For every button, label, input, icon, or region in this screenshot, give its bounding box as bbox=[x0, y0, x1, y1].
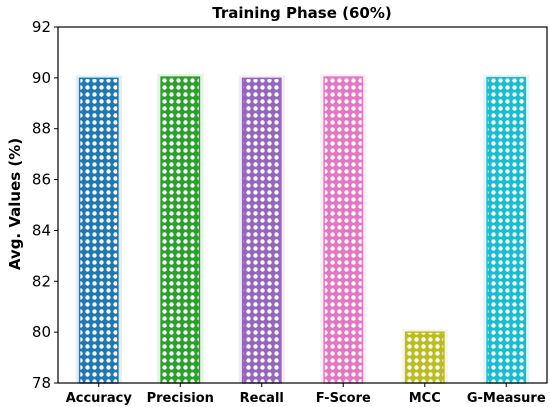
bar-f-score bbox=[323, 76, 364, 384]
bar-g-measure bbox=[486, 76, 527, 384]
bar-recall bbox=[241, 77, 282, 384]
x-tick-label-f-score: F-Score bbox=[316, 391, 371, 406]
y-tick-label: 80 bbox=[32, 323, 51, 341]
y-tick-label: 86 bbox=[32, 171, 51, 189]
x-axis-ticks: Accuracy Precision Recall F-Score MCC G-Measu… bbox=[66, 383, 546, 406]
y-tick-label: 78 bbox=[32, 374, 51, 392]
bar-mcc bbox=[404, 331, 445, 384]
x-tick-label-precision: Precision bbox=[147, 391, 214, 406]
bars-group bbox=[75, 74, 530, 384]
y-tick-label: 90 bbox=[32, 69, 51, 87]
x-tick-label-accuracy: Accuracy bbox=[66, 391, 133, 406]
y-tick-label: 84 bbox=[32, 221, 51, 239]
x-tick-label-g-measure: G-Measure bbox=[467, 391, 546, 406]
bar-precision bbox=[160, 76, 201, 384]
y-tick-label: 82 bbox=[32, 272, 51, 290]
plot-frame bbox=[57, 26, 548, 384]
y-axis-ticks: 78 80 82 84 86 88 90 92 bbox=[32, 18, 58, 392]
bar-accuracy bbox=[78, 77, 119, 384]
y-axis-label: Avg. Values (%) bbox=[6, 138, 24, 270]
chart-title: Training Phase (60%) bbox=[212, 4, 391, 22]
x-tick-label-recall: Recall bbox=[240, 391, 284, 406]
x-tick-label-mcc: MCC bbox=[409, 391, 441, 406]
y-tick-label: 88 bbox=[32, 120, 51, 138]
y-tick-label: 92 bbox=[32, 18, 51, 36]
